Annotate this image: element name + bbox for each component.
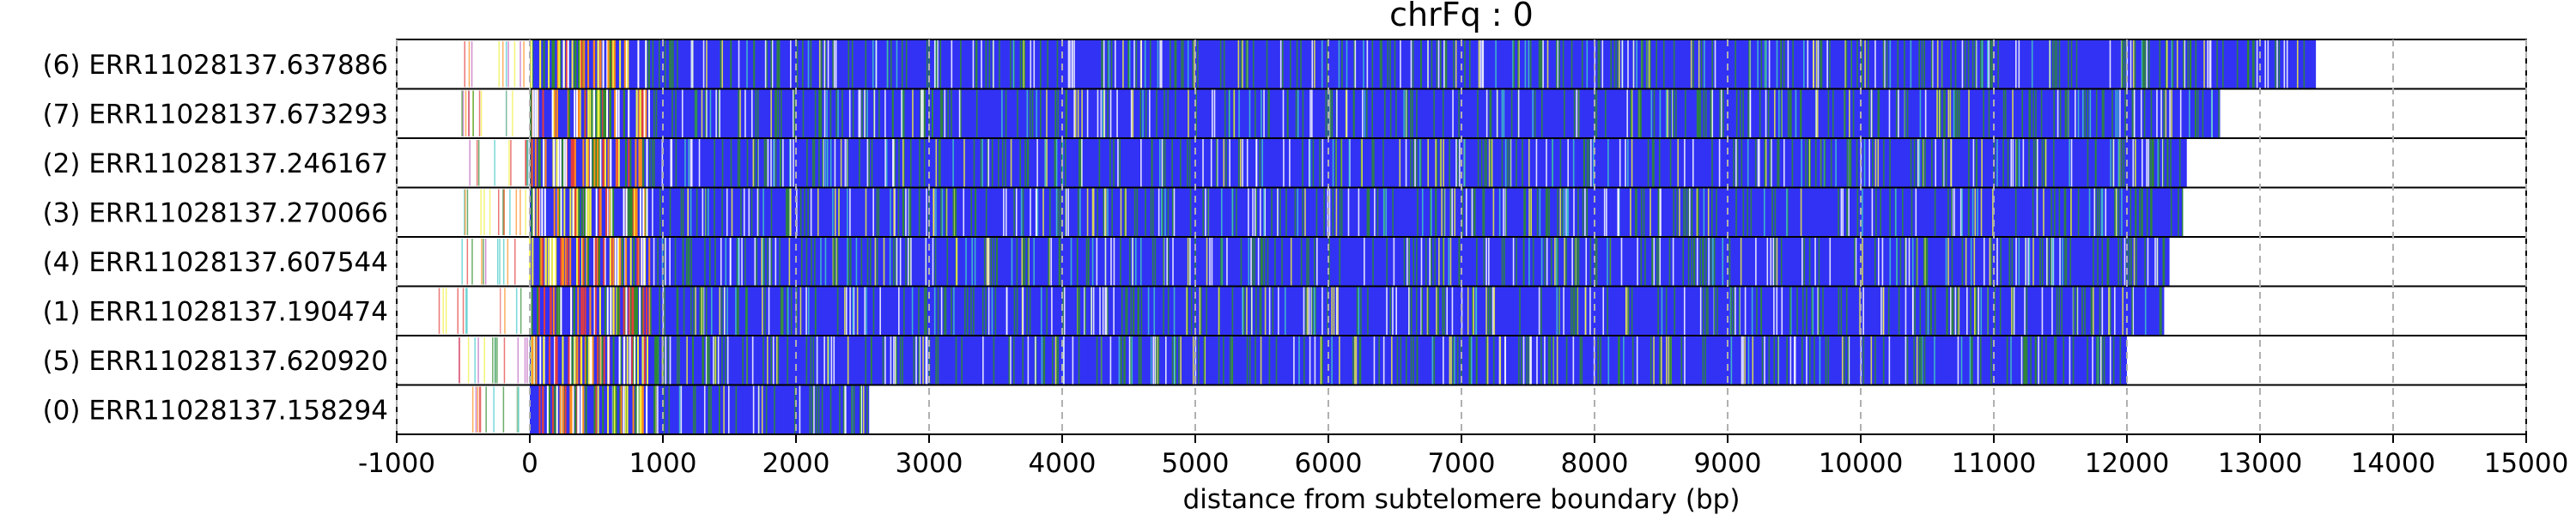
x-tick-label: 12000 <box>2085 448 2170 479</box>
x-tick-label: 6000 <box>1295 448 1363 479</box>
x-tick-label: 14000 <box>2351 448 2436 479</box>
x-tick-label: 1000 <box>629 448 697 479</box>
read-bar <box>530 287 2165 335</box>
chart-title: chrFq : 0 <box>1389 0 1534 33</box>
x-tick-label: 2000 <box>762 448 830 479</box>
read-bar <box>530 40 2317 88</box>
grid-lines <box>396 39 2527 434</box>
row-label: (6) ERR11028137.637886 <box>43 50 388 81</box>
row-label: (4) ERR11028137.607544 <box>43 247 388 278</box>
row-labels: (6) ERR11028137.637886 (7) ERR11028137.67… <box>43 50 388 427</box>
x-tick-label: 15000 <box>2484 448 2569 479</box>
x-tick-label: 8000 <box>1561 448 1629 479</box>
read-bar <box>530 139 2187 187</box>
read-bar <box>530 89 2221 137</box>
row-label: (0) ERR11028137.158294 <box>43 395 388 426</box>
x-axis-label: distance from subtelomere boundary (bp) <box>1183 484 1741 515</box>
x-tick-label: 9000 <box>1694 448 1762 479</box>
x-tick-label: 5000 <box>1162 448 1230 479</box>
x-tick-label: 13000 <box>2218 448 2303 479</box>
row-label: (2) ERR11028137.246167 <box>43 148 388 179</box>
x-tick-label: -1000 <box>358 448 435 479</box>
row-label: (1) ERR11028137.190474 <box>43 296 388 327</box>
x-tick-label: 7000 <box>1428 448 1496 479</box>
row-label: (5) ERR11028137.620920 <box>43 346 388 377</box>
row-label: (7) ERR11028137.673293 <box>43 99 388 130</box>
read-rows <box>396 39 2527 435</box>
read-row <box>396 39 2527 90</box>
x-tick-label: 11000 <box>1952 448 2037 479</box>
read-row <box>396 88 2527 139</box>
x-tick-label: 3000 <box>896 448 963 479</box>
x-tick-label: 4000 <box>1029 448 1097 479</box>
x-tick-label: 10000 <box>1819 448 1904 479</box>
x-tick-label: 0 <box>521 448 538 479</box>
read-row <box>396 285 2527 336</box>
x-axis: -1000 0 1000 2000 3000 4000 5000 6000 7000 8000 90… <box>358 433 2569 479</box>
row-label: (3) ERR11028137.270066 <box>43 197 388 228</box>
